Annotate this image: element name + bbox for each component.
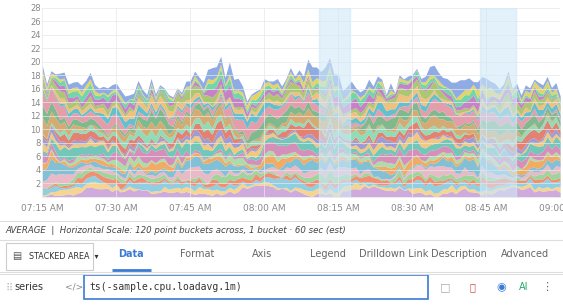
Text: 08:30 AM: 08:30 AM [391, 204, 434, 213]
Text: ts(-sample.cpu.loadavg.1m): ts(-sample.cpu.loadavg.1m) [89, 282, 242, 292]
Text: series: series [14, 282, 43, 292]
Text: 08:00 AM: 08:00 AM [243, 204, 285, 213]
Text: STACKED AREA  ▾: STACKED AREA ▾ [29, 252, 99, 261]
Text: 07:45 AM: 07:45 AM [169, 204, 212, 213]
Text: </>: </> [65, 283, 83, 292]
Text: AI: AI [519, 282, 528, 292]
Text: 07:15 AM: 07:15 AM [21, 204, 64, 213]
Text: Drilldown Link: Drilldown Link [359, 249, 428, 259]
Text: 08:15 AM: 08:15 AM [317, 204, 360, 213]
Text: ◉: ◉ [496, 282, 506, 292]
Text: Legend: Legend [310, 249, 346, 259]
Text: 🗑: 🗑 [470, 282, 476, 292]
Text: 08:45 AM: 08:45 AM [465, 204, 507, 213]
FancyBboxPatch shape [84, 275, 428, 299]
Text: Advanced: Advanced [501, 249, 549, 259]
Text: Format: Format [180, 249, 214, 259]
Text: ▤: ▤ [12, 251, 21, 261]
Text: ⠿: ⠿ [6, 282, 13, 292]
Bar [480, 8, 516, 197]
Text: Description: Description [431, 249, 487, 259]
Text: 07:30 AM: 07:30 AM [95, 204, 137, 213]
FancyBboxPatch shape [6, 243, 93, 270]
Text: AVERAGE  |  Horizontal Scale: 120 point buckets across, 1 bucket · 60 sec (est): AVERAGE | Horizontal Scale: 120 point bu… [6, 226, 346, 235]
Text: Axis: Axis [252, 249, 272, 259]
Bar [319, 8, 350, 197]
Text: Data: Data [118, 249, 144, 259]
Text: ⋮: ⋮ [540, 282, 552, 292]
Text: 09:00 AM: 09:00 AM [539, 204, 563, 213]
Text: □: □ [440, 282, 450, 292]
